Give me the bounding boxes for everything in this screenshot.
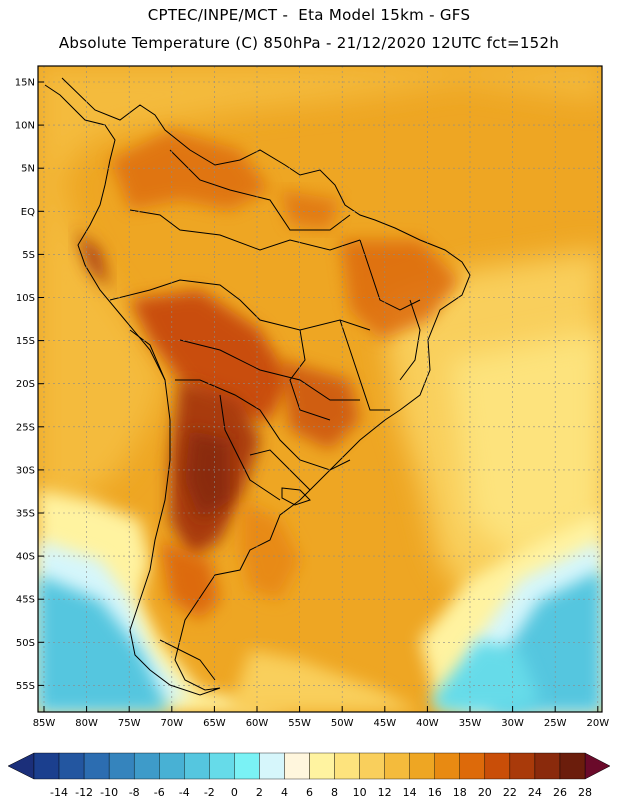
colorbar-label: 8 bbox=[331, 786, 338, 799]
colorbar-segment bbox=[534, 752, 561, 780]
lat-label: 20S bbox=[16, 379, 35, 390]
colorbar-segment bbox=[359, 752, 385, 780]
lat-label: 15N bbox=[15, 78, 35, 89]
colorbar-segment bbox=[559, 752, 586, 780]
colorbar-label: 24 bbox=[528, 786, 542, 799]
colorbar-label: -12 bbox=[75, 786, 93, 799]
lon-label: 45W bbox=[373, 718, 396, 729]
lon-label: 60W bbox=[246, 718, 269, 729]
lon-label: 65W bbox=[203, 718, 226, 729]
colorbar-label: 10 bbox=[353, 786, 367, 799]
colorbar-label: -2 bbox=[204, 786, 215, 799]
colorbar-over-arrow bbox=[584, 752, 611, 780]
lat-label: EQ bbox=[21, 207, 35, 218]
colorbar-label: 18 bbox=[453, 786, 467, 799]
latitude-labels: 15N 10N 5N EQ 5S 10S 15S 20S 25S 30S 35S 40S 45S 50S 5… bbox=[15, 78, 44, 692]
lat-label: 25S bbox=[16, 422, 35, 433]
colorbar-segment bbox=[184, 752, 210, 780]
lat-label: 30S bbox=[16, 465, 35, 476]
lat-label: 15S bbox=[16, 336, 35, 347]
lon-label: 70W bbox=[160, 718, 183, 729]
longitude-labels: 85W 80W 75W 70W 65W 60W 55W 50W 45W 40W 35W 30W 25W 2… bbox=[33, 706, 609, 729]
lon-label: 35W bbox=[459, 718, 482, 729]
colorbar-segment bbox=[484, 752, 511, 780]
lon-label: 40W bbox=[416, 718, 439, 729]
colorbar-segment bbox=[133, 752, 160, 780]
colorbar-label: -10 bbox=[100, 786, 118, 799]
colorbar-label: 12 bbox=[378, 786, 392, 799]
lon-label: 30W bbox=[501, 718, 524, 729]
lat-label: 40S bbox=[16, 552, 35, 563]
colorbar-label: 20 bbox=[478, 786, 492, 799]
colorbar-segment bbox=[334, 752, 360, 780]
lat-label: 50S bbox=[16, 638, 35, 649]
lat-label: 35S bbox=[16, 509, 35, 520]
map-title-line1: CPTEC/INPE/MCT - Eta Model 15km - GFS bbox=[147, 6, 471, 24]
lon-label: 85W bbox=[33, 718, 56, 729]
colorbar-segment bbox=[259, 752, 285, 780]
colorbar-segment bbox=[309, 752, 335, 780]
colorbar-label: 28 bbox=[578, 786, 592, 799]
colorbar-segment bbox=[284, 752, 310, 780]
lon-label: 75W bbox=[118, 718, 141, 729]
map-frame bbox=[37, 65, 603, 713]
colorbar-segment bbox=[384, 752, 410, 780]
map-title-line2: Absolute Temperature (C) 850hPa - 21/12/… bbox=[58, 34, 560, 52]
colorbar-label: -6 bbox=[154, 786, 165, 799]
colorbar-segment bbox=[159, 752, 185, 780]
temperature-colorbar: -14 -12 -10 -8 -6 -4 -2 0 2 4 6 8 10 12 14 16 18 20 22 24 26… bbox=[7, 752, 611, 799]
lon-label: 80W bbox=[75, 718, 98, 729]
colorbar-label: 22 bbox=[503, 786, 517, 799]
lat-label: 10S bbox=[16, 293, 35, 304]
colorbar-label: -4 bbox=[179, 786, 190, 799]
colorbar-segment bbox=[459, 752, 486, 780]
colorbar-segment bbox=[209, 752, 235, 780]
temperature-field bbox=[38, 66, 602, 712]
colorbar-label: 4 bbox=[281, 786, 288, 799]
lat-label: 10N bbox=[15, 121, 35, 132]
colorbar-segment bbox=[234, 752, 260, 780]
lon-label: 55W bbox=[288, 718, 311, 729]
colorbar-under-arrow bbox=[7, 752, 35, 780]
colorbar-segment bbox=[33, 752, 60, 780]
lat-label: 5N bbox=[21, 164, 35, 175]
lon-label: 20W bbox=[586, 718, 609, 729]
colorbar-segment bbox=[108, 752, 135, 780]
colorbar-segment bbox=[83, 752, 110, 780]
colorbar-segment bbox=[509, 752, 536, 780]
lon-label: 50W bbox=[331, 718, 354, 729]
colorbar-label: 26 bbox=[553, 786, 567, 799]
colorbar-label: 14 bbox=[403, 786, 417, 799]
lon-label: 25W bbox=[544, 718, 567, 729]
lat-label: 5S bbox=[22, 250, 35, 261]
colorbar-segment bbox=[409, 752, 435, 780]
colorbar-label: -14 bbox=[50, 786, 68, 799]
lat-label: 55S bbox=[16, 681, 35, 692]
colorbar-label: 2 bbox=[256, 786, 263, 799]
colorbar-segment bbox=[434, 752, 460, 780]
graticule bbox=[38, 66, 602, 712]
colorbar-label: 16 bbox=[428, 786, 442, 799]
colorbar-label: 0 bbox=[231, 786, 238, 799]
colorbar-label: -8 bbox=[129, 786, 140, 799]
colorbar-segment bbox=[58, 752, 85, 780]
lat-label: 45S bbox=[16, 595, 35, 606]
coastlines-borders bbox=[44, 77, 471, 696]
colorbar-label: 6 bbox=[306, 786, 313, 799]
